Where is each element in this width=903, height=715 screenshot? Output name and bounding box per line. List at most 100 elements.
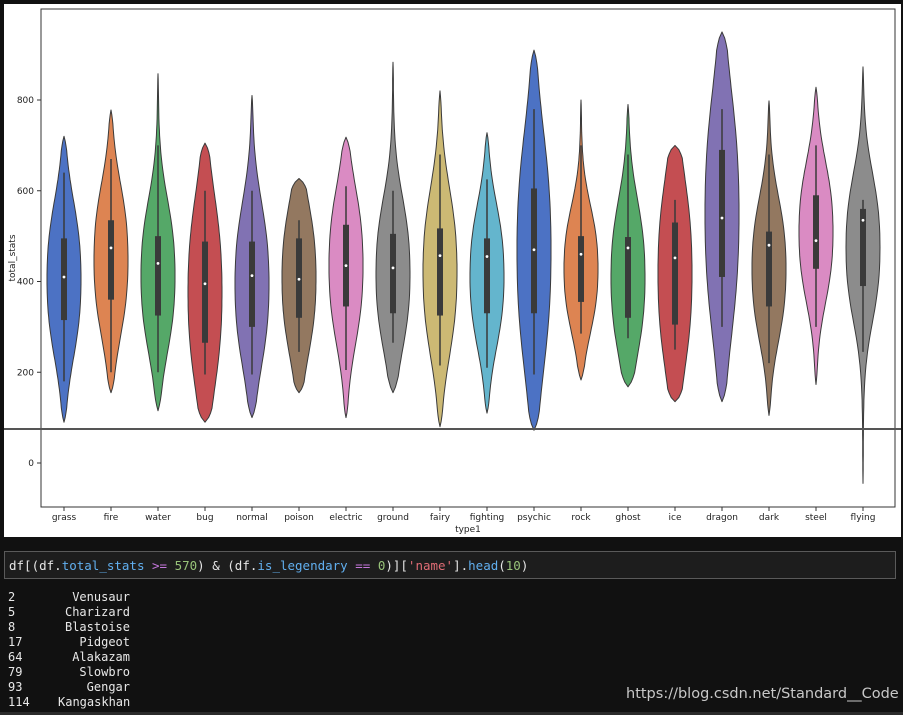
code-token: 'name' <box>407 558 454 573</box>
output-index: 5 <box>8 605 16 619</box>
violin-box <box>202 241 208 343</box>
code-token: ]. <box>453 558 469 573</box>
x-tick-label: fire <box>104 513 119 523</box>
output-row: 64 Alakazam <box>8 650 130 665</box>
violin-box <box>484 238 490 314</box>
output-name: Charizard <box>64 605 130 619</box>
output-index: 93 <box>8 680 23 694</box>
violin-median <box>344 264 348 268</box>
violin-box <box>437 228 443 316</box>
code-token: == <box>347 558 378 573</box>
violin-median <box>109 246 113 250</box>
code-token: ( <box>498 558 506 573</box>
code-token: )][ <box>385 558 408 573</box>
violin-median <box>626 246 630 250</box>
y-tick-label: 400 <box>17 278 34 288</box>
divider <box>0 712 903 715</box>
violin-median <box>485 255 489 258</box>
violin-median <box>62 275 66 279</box>
y-axis-label: total_stats <box>8 234 18 281</box>
output-name: Kangaskhan <box>58 695 131 709</box>
x-tick-label: ghost <box>615 513 641 523</box>
violin-median <box>203 282 207 286</box>
violin-median <box>814 239 818 243</box>
x-tick-label: rock <box>571 513 591 523</box>
x-tick-label: water <box>145 513 171 523</box>
x-tick-label: poison <box>284 513 314 523</box>
violin-median <box>673 256 677 260</box>
code-token: head <box>468 558 499 573</box>
y-tick-label: 600 <box>17 187 34 197</box>
violin-box <box>61 238 67 321</box>
output-row: 93 Gengar <box>8 680 130 695</box>
output-name: Alakazam <box>72 650 130 664</box>
code-token: 0 <box>377 558 386 573</box>
x-tick-label: dragon <box>706 513 738 523</box>
x-tick-label: fairy <box>430 513 451 523</box>
output-row: 5 Charizard <box>8 605 130 620</box>
violin-median <box>297 277 301 281</box>
code-token: total_stats <box>61 558 145 573</box>
violin-box <box>625 237 631 318</box>
violin-median <box>767 243 771 247</box>
x-tick-label: ground <box>377 513 409 523</box>
violin-median <box>250 274 254 278</box>
output-name: Venusaur <box>72 590 130 604</box>
output-row: 2 Venusaur <box>8 590 130 605</box>
x-tick-label: grass <box>52 513 77 523</box>
output-name: Gengar <box>86 680 130 694</box>
violin-median <box>579 252 583 256</box>
y-tick-label: 200 <box>17 368 34 378</box>
x-tick-label: steel <box>805 513 827 523</box>
y-tick-label: 0 <box>28 459 34 469</box>
violin-box <box>672 222 678 325</box>
output-index: 2 <box>8 590 16 604</box>
code-token: >= <box>144 558 175 573</box>
violin-box <box>578 236 584 302</box>
x-axis-label: type1 <box>455 525 481 535</box>
output-index: 79 <box>8 665 23 679</box>
violin-box <box>719 149 725 277</box>
violin-chart: 0 200 400 600 800 total_stats type1 grass fire wa… <box>4 8 901 535</box>
violin-box <box>766 231 772 307</box>
x-tick-label: normal <box>236 513 268 523</box>
x-tick-label: fighting <box>470 513 505 523</box>
x-tick-label: dark <box>759 513 780 523</box>
violin-median <box>720 216 724 220</box>
output-row: 114 Kangaskhan <box>8 695 130 710</box>
x-tick-label: flying <box>851 513 876 523</box>
violin-median <box>532 248 536 252</box>
code-token: 10 <box>505 558 521 573</box>
y-tick-label: 800 <box>17 96 34 106</box>
violin-box <box>860 208 866 287</box>
watermark: https://blog.csdn.net/Standard__Code <box>626 686 899 702</box>
output-row: 17 Pidgeot <box>8 635 130 650</box>
x-tick-label: electric <box>329 513 362 523</box>
violin-median <box>861 218 865 222</box>
violin-box <box>108 220 114 300</box>
output-name: Pidgeot <box>79 635 130 649</box>
output-name: Blastoise <box>64 620 130 634</box>
output-row: 79 Slowbro <box>8 665 130 680</box>
violin-median <box>438 254 442 258</box>
violin-box <box>249 241 255 327</box>
output-index: 8 <box>8 620 16 634</box>
violin-box <box>813 195 819 269</box>
code-token: is_legendary <box>257 558 348 573</box>
code-token: 570 <box>174 558 198 573</box>
x-tick-label: psychic <box>517 513 551 523</box>
x-tick-label: bug <box>196 513 213 523</box>
code-cell[interactable]: df[(df.total_stats >= 570) & (df.is_lege… <box>4 551 896 579</box>
output-index: 64 <box>8 650 23 664</box>
plot-panel: 0 200 400 600 800 total_stats type1 grass fire wa… <box>4 4 901 537</box>
output-index: 17 <box>8 635 23 649</box>
code-token: ) & (df. <box>197 558 258 573</box>
output-row: 8 Blastoise <box>8 620 130 635</box>
output-name: Slowbro <box>79 665 130 679</box>
code-token: ) <box>520 558 529 573</box>
output-index: 114 <box>8 695 30 709</box>
cell-output: 2 Venusaur 5 Charizard 8 Blastoise 17 Pidgeot 64… <box>8 590 130 710</box>
violin-median <box>156 261 160 265</box>
violin-median <box>391 266 395 270</box>
violin-box <box>155 236 161 316</box>
